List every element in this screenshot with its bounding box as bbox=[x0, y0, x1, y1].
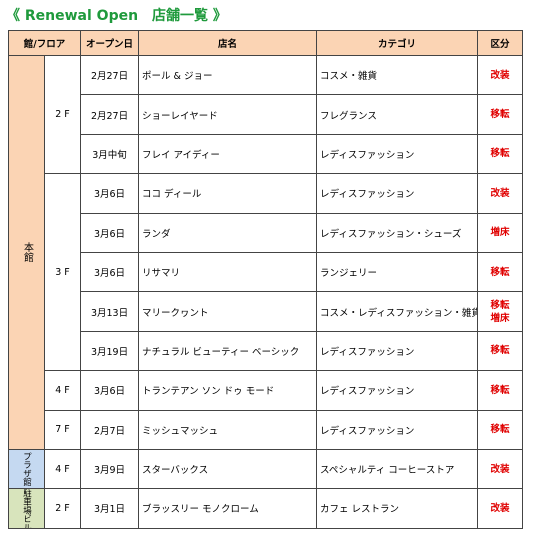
category: コスメ・レディスファッション・雑貨 bbox=[316, 291, 479, 332]
shop-name: ランダ bbox=[138, 212, 318, 253]
shop-name: ショーレイヤード bbox=[138, 94, 318, 135]
open-date: 3月中旬 bbox=[80, 133, 140, 175]
floor: 4 F bbox=[43, 370, 82, 411]
kubun: 移転 bbox=[490, 345, 510, 357]
kubun: 改装 bbox=[490, 463, 510, 475]
kubun-cell: 移転 bbox=[477, 409, 524, 450]
kubun-cell: 改装 bbox=[477, 448, 524, 490]
kubun: 増床 bbox=[490, 227, 510, 239]
kubun-cell: 移転 増床 bbox=[477, 291, 524, 332]
open-date: 3月6日 bbox=[80, 251, 140, 293]
category: レディスファッション・シューズ bbox=[316, 212, 479, 253]
shop-name: ポール & ジョー bbox=[138, 54, 318, 96]
floor: 2 F bbox=[43, 54, 82, 175]
kubun: 移転 bbox=[490, 299, 510, 311]
floor: 3 F bbox=[43, 173, 82, 372]
kubun-cell: 移転 bbox=[477, 330, 524, 372]
column-header: カテゴリ bbox=[316, 30, 479, 56]
kubun: 移転 bbox=[490, 109, 510, 121]
category: レディスファッション bbox=[316, 330, 479, 372]
open-date: 2月27日 bbox=[80, 54, 140, 96]
row: 3月6日 リサマリ ランジェリー 移転 bbox=[9, 251, 524, 293]
row: 3月19日 ナチュラル ビューティー ベーシック レディスファッション 移転 bbox=[9, 330, 524, 372]
building: 本館 bbox=[8, 55, 45, 450]
shop-name: ブラッスリー モノクローム bbox=[138, 488, 318, 529]
row: 駐車場ビル 2 F 3月1日 ブラッスリー モノクローム カフェ レストラン 改装 bbox=[8, 488, 524, 529]
kubun: 移転 bbox=[490, 384, 510, 396]
kubun: 移転 bbox=[490, 424, 510, 436]
kubun-cell: 改装 bbox=[477, 173, 524, 214]
column-header: 区分 bbox=[477, 30, 524, 56]
category: スペシャルティ コーヒーストア bbox=[316, 448, 479, 490]
row: 4 F 3月6日 トランテアン ソン ドゥ モード レディスファッション 移転 bbox=[9, 370, 524, 411]
building: 駐車場ビル bbox=[8, 488, 45, 529]
kubun: 改装 bbox=[490, 187, 510, 199]
column-header: 館/フロア bbox=[7, 30, 82, 56]
kubun-cell: 改装 bbox=[477, 488, 524, 529]
category: フレグランス bbox=[316, 94, 479, 135]
open-date: 2月27日 bbox=[80, 94, 140, 135]
header-row: 館/フロア オープン日 店名 カテゴリ 区分 bbox=[7, 30, 524, 56]
kubun-cell: 移転 bbox=[477, 94, 524, 135]
open-date: 3月9日 bbox=[80, 448, 140, 490]
open-date: 3月6日 bbox=[80, 212, 140, 253]
category: レディスファッション bbox=[316, 370, 479, 411]
shop-name: トランテアン ソン ドゥ モード bbox=[138, 370, 318, 411]
open-date: 2月7日 bbox=[80, 409, 140, 450]
shop-name: ミッシュマッシュ bbox=[138, 409, 318, 450]
shop-name: ココ ディール bbox=[138, 173, 318, 214]
floor: 4 F bbox=[43, 448, 82, 490]
shop-name: ナチュラル ビューティー ベーシック bbox=[138, 330, 318, 372]
building: プラザ館 bbox=[8, 448, 45, 490]
category: レディスファッション bbox=[316, 133, 479, 175]
row: 2月27日 ショーレイヤード フレグランス 移転 bbox=[9, 94, 524, 135]
row: 7 F 2月7日 ミッシュマッシュ レディスファッション 移転 bbox=[9, 409, 524, 450]
kubun-cell: 移転 bbox=[477, 370, 524, 411]
floor: 2 F bbox=[43, 488, 82, 529]
shop-name: フレイ アイディー bbox=[138, 133, 318, 175]
shop-name: リサマリ bbox=[138, 251, 318, 293]
category: カフェ レストラン bbox=[316, 488, 479, 529]
row: 3月13日 マリークヮント コスメ・レディスファッション・雑貨 移転 増床 bbox=[9, 291, 524, 332]
kubun: 移転 bbox=[490, 266, 510, 278]
open-date: 3月1日 bbox=[80, 488, 140, 529]
open-date: 3月19日 bbox=[80, 330, 140, 372]
row: 3月中旬 フレイ アイディー レディスファッション 移転 bbox=[9, 133, 524, 175]
column-header: オープン日 bbox=[80, 30, 140, 56]
kubun: 改装 bbox=[490, 69, 510, 81]
open-date: 3月6日 bbox=[80, 370, 140, 411]
category: レディスファッション bbox=[316, 173, 479, 214]
kubun: 移転 bbox=[490, 148, 510, 160]
kubun: 増床 bbox=[490, 312, 510, 324]
row: 本館 2 F 2月27日 ポール & ジョー コスメ・雑貨 改装 bbox=[8, 54, 524, 450]
open-date: 3月6日 bbox=[80, 173, 140, 214]
shop-name: スターバックス bbox=[138, 448, 318, 490]
shop-name: マリークヮント bbox=[138, 291, 318, 332]
row: プラザ館 4 F 3月9日 スターバックス スペシャルティ コーヒーストア 改装 bbox=[8, 448, 524, 490]
kubun-cell: 増床 bbox=[477, 212, 524, 253]
row: 3 F 3月6日 ココ ディール レディスファッション 改装 bbox=[9, 173, 524, 372]
floor: 7 F bbox=[43, 409, 82, 450]
open-date: 3月13日 bbox=[80, 291, 140, 332]
kubun-cell: 移転 bbox=[477, 133, 524, 175]
kubun-cell: 改装 bbox=[477, 54, 524, 96]
kubun: 改装 bbox=[490, 502, 510, 514]
category: ランジェリー bbox=[316, 251, 479, 293]
row: 3月6日 ランダ レディスファッション・シューズ 増床 bbox=[9, 212, 524, 253]
column-header: 店名 bbox=[138, 30, 318, 56]
title: 《 Renewal Open 店舗一覧 》 bbox=[6, 8, 227, 24]
category: コスメ・雑貨 bbox=[316, 54, 479, 96]
category: レディスファッション bbox=[316, 409, 479, 450]
store-table: 館/フロア オープン日 店名 カテゴリ 区分 本館 2 F 2月27日 ポール & ジ… bbox=[7, 30, 524, 529]
kubun-cell: 移転 bbox=[477, 251, 524, 293]
